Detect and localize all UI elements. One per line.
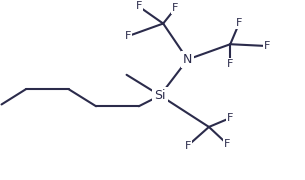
Text: N: N <box>183 53 192 66</box>
Text: F: F <box>136 1 142 12</box>
Text: F: F <box>236 18 242 28</box>
Text: F: F <box>227 59 233 69</box>
Text: F: F <box>224 139 230 149</box>
Text: F: F <box>185 141 191 151</box>
Text: F: F <box>172 3 178 13</box>
Text: F: F <box>125 31 131 41</box>
Text: F: F <box>227 113 233 123</box>
Text: F: F <box>264 41 270 51</box>
Text: Si: Si <box>154 89 166 102</box>
